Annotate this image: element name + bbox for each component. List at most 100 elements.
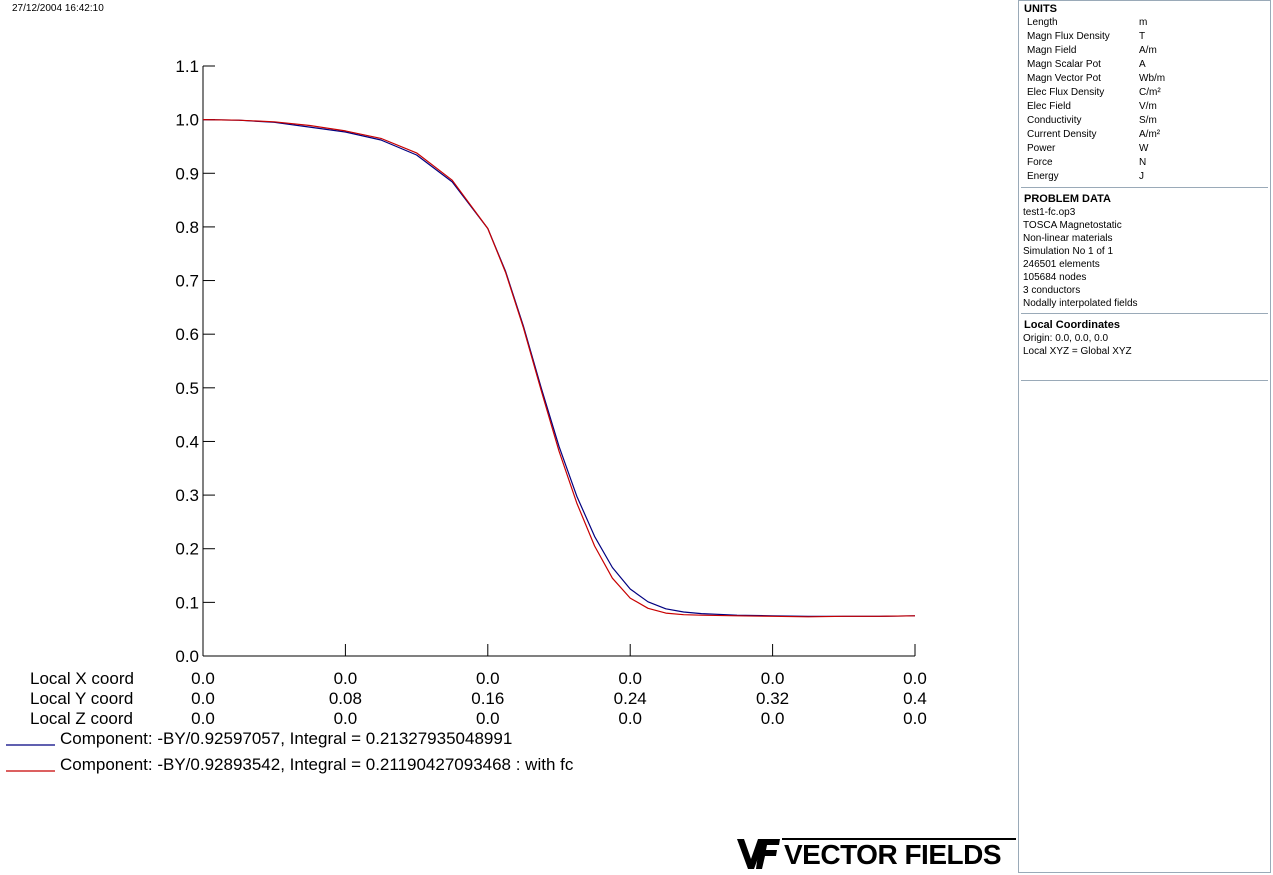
vector-fields-logo: VECTOR FIELDS [736,834,1016,874]
problem-data-title: PROBLEM DATA [1024,193,1111,205]
units-name: Magn Field [1027,45,1077,56]
coord-tick-label: 0.0 [334,669,358,688]
coord-tick-label: 0.0 [476,709,500,728]
units-row: Magn Scalar Pot A [1019,58,1270,72]
y-tick-label: 0.0 [175,647,199,666]
units-row: Length m [1019,16,1270,30]
coord-tick-label: 0.0 [191,689,215,708]
coord-tick-label: 0.4 [903,689,927,708]
y-tick-label: 0.1 [175,593,199,612]
series-lines [202,119,916,618]
local-coordinates-list: Origin: 0.0, 0.0, 0.0 Local XYZ = Global … [1019,332,1270,358]
units-row: Magn Vector Pot Wb/m [1019,72,1270,86]
y-tick-label: 0.4 [175,432,199,451]
units-name: Current Density [1027,129,1097,140]
units-value: A/m [1139,45,1157,56]
panel-divider [1021,380,1268,381]
units-list: Length m Magn Flux Density T Magn Field A/m Ma… [1019,16,1270,184]
units-name: Elec Flux Density [1027,87,1105,98]
problem-data-line: TOSCA Magnetostatic [1023,220,1122,231]
units-value: C/m² [1139,87,1161,98]
units-row: Magn Field A/m [1019,44,1270,58]
local-coordinates-line: Origin: 0.0, 0.0, 0.0 [1023,333,1109,344]
units-name: Elec Field [1027,101,1071,112]
panel-divider [1021,313,1268,314]
problem-data-line: Non-linear materials [1023,233,1113,244]
units-value: m [1139,17,1148,28]
panel-divider [1021,187,1268,188]
y-tick-label: 0.7 [175,272,199,291]
y-tick-label: 0.8 [175,218,199,237]
legend-entry: Component: -BY/0.92597057, Integral = 0.… [60,729,512,748]
units-name: Force [1027,157,1053,168]
units-value: W [1139,143,1149,154]
coord-tick-label: 0.0 [761,669,785,688]
coord-tick-label: 0.0 [761,709,785,728]
legend-entry: Component: -BY/0.92893542, Integral = 0.… [60,755,574,774]
info-panel: UNITS Length m Magn Flux Density T Magn Fiel… [1018,0,1271,873]
units-row: Conductivity S/m [1019,114,1270,128]
coord-row-label: Local Y coord [30,689,133,708]
y-tick-label: 1.0 [175,111,199,130]
problem-data-line: 105684 nodes [1023,272,1087,283]
problem-data-line: test1-fc.op3 [1023,207,1076,218]
coord-tick-label: 0.0 [618,709,642,728]
coord-tick-label: 0.0 [476,669,500,688]
units-name: Energy [1027,171,1059,182]
units-title: UNITS [1024,3,1057,15]
units-row: Power W [1019,142,1270,156]
y-tick-label: 0.6 [175,325,199,344]
y-tick-label: 1.1 [175,57,199,76]
y-tick-label: 0.5 [175,379,199,398]
units-row: Current Density A/m² [1019,128,1270,142]
units-name: Power [1027,143,1056,154]
units-value: N [1139,157,1147,168]
problem-data-line: 246501 elements [1023,259,1100,270]
coord-tick-label: 0.0 [903,669,927,688]
line-chart: 0.0 0.1 0.2 0.3 0.4 0.5 0.6 0.7 0.8 0.9 1.0 1.1 Loc… [6,57,927,774]
timestamp: 27/12/2004 16:42:10 [12,3,104,14]
local-coordinates-title: Local Coordinates [1024,319,1120,331]
y-tick-label: 0.3 [175,486,199,505]
coord-row-label: Local X coord [30,669,134,688]
chart-axes [202,66,916,657]
y-tick-label: 0.2 [175,540,199,559]
coord-tick-label: 0.0 [191,709,215,728]
problem-data-line: Nodally interpolated fields [1023,298,1138,309]
units-value: Wb/m [1139,73,1166,84]
coord-tick-label: 0.16 [471,689,504,708]
units-value: S/m [1139,115,1157,126]
units-row: Force N [1019,156,1270,170]
units-row: Energy J [1019,170,1270,184]
problem-data-list: test1-fc.op3 TOSCA Magnetostatic Non-linea… [1019,206,1270,310]
units-name: Magn Scalar Pot [1027,59,1101,70]
legend: Component: -BY/0.92597057, Integral = 0.… [6,729,574,774]
units-name: Conductivity [1027,115,1082,126]
units-row: Magn Flux Density T [1019,30,1270,44]
y-axis-ticks: 0.0 0.1 0.2 0.3 0.4 0.5 0.6 0.7 0.8 0.9 1.0 1.1 [175,57,215,666]
units-value: J [1139,171,1144,182]
logo-rule [782,838,1016,840]
coord-tick-label: 0.0 [334,709,358,728]
units-value: A [1139,59,1146,70]
coord-tick-label: 0.0 [903,709,927,728]
coord-tick-label: 0.32 [756,689,789,708]
units-name: Magn Vector Pot [1027,73,1101,84]
y-tick-label: 0.9 [175,164,199,183]
logo-text: VECTOR FIELDS [784,839,1002,870]
coord-tick-label: 0.0 [618,669,642,688]
series-line [202,119,916,617]
problem-data-line: 3 conductors [1023,285,1081,296]
coord-tick-label: 0.24 [614,689,647,708]
coord-row-label: Local Z coord [30,709,133,728]
units-row: Elec Field V/m [1019,100,1270,114]
coord-tick-label: 0.08 [329,689,362,708]
units-value: V/m [1139,101,1157,112]
series-line [202,119,916,618]
units-value: A/m² [1139,129,1161,140]
coord-tick-label: 0.0 [191,669,215,688]
units-value: T [1139,31,1146,42]
local-coordinates-line: Local XYZ = Global XYZ [1023,346,1132,357]
problem-data-line: Simulation No 1 of 1 [1023,246,1114,257]
